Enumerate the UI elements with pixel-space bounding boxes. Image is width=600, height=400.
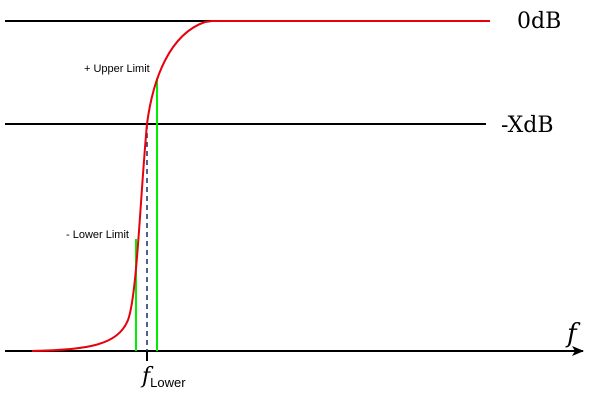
cutoff-frequency-label: fLower [140, 364, 186, 390]
zero-db-label: 0dB [517, 9, 561, 34]
minus-x-db-label: -XdB [501, 113, 554, 138]
lower-limit-label: - Lower Limit [66, 229, 129, 241]
upper-limit-label: + Upper Limit [84, 63, 150, 75]
cutoff-frequency-subscript: Lower [150, 375, 186, 390]
frequency-axis-label: f [565, 319, 581, 349]
